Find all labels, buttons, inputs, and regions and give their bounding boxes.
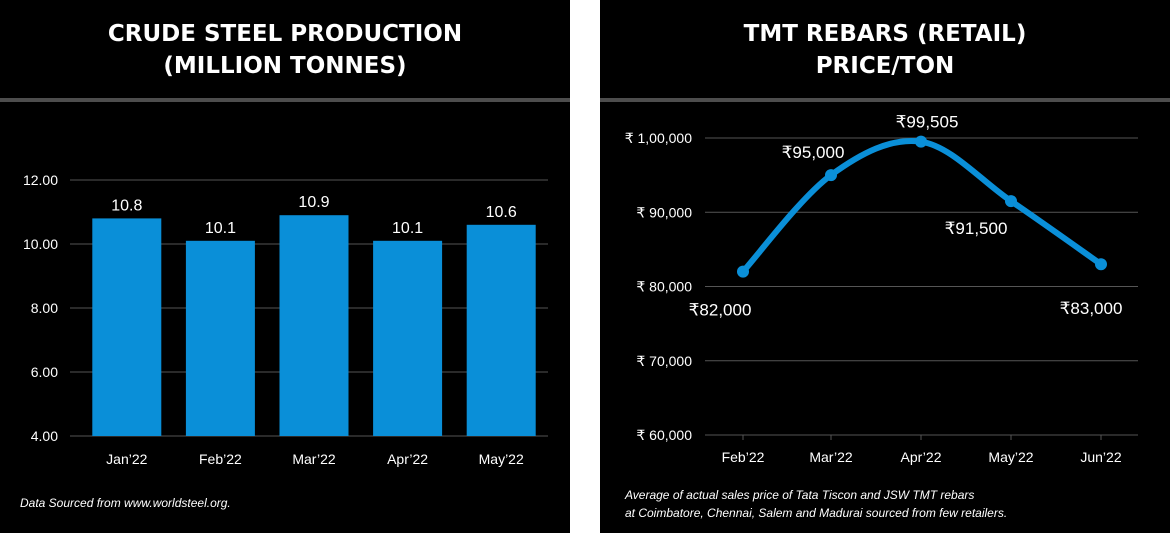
left-title-divider <box>0 98 570 102</box>
crude-steel-bar-chart: 4.00 6.00 8.00 10.00 12.00 10.8 Jan’22 10.1 Feb’… <box>23 172 548 467</box>
bar-data-label: 10.1 <box>392 220 423 237</box>
price-point-marker <box>1095 258 1107 271</box>
y-tick-label: 12.00 <box>23 172 58 188</box>
price-point-marker <box>915 135 927 148</box>
y-tick-label: 6.00 <box>31 364 58 380</box>
y-tick-label: ₹ 90,000 <box>636 204 692 220</box>
bar <box>466 224 536 436</box>
tmt-rebar-panel: TMT REBARS (RETAIL) PRICE/TON ₹ 60,000 ₹ … <box>600 0 1170 533</box>
price-data-label: ₹82,000 <box>689 301 752 320</box>
price-point-marker <box>1005 195 1017 208</box>
x-tick-label: May’22 <box>479 451 524 467</box>
price-data-label: ₹91,500 <box>945 219 1008 238</box>
x-tick-label: Feb’22 <box>199 451 242 467</box>
x-tick-label: Mar’22 <box>292 451 336 467</box>
tmt-rebar-title-line1: TMT REBARS (RETAIL) <box>743 21 1027 47</box>
tmt-rebar-title: TMT REBARS (RETAIL) PRICE/TON <box>600 18 1170 82</box>
x-tick-label: Jun’22 <box>1080 449 1121 465</box>
y-tick-label: ₹ 70,000 <box>636 353 692 369</box>
tmt-rebar-source-note: Average of actual sales price of Tata Ti… <box>625 486 1007 522</box>
x-tick-label: Mar’22 <box>809 449 853 465</box>
crude-steel-title-line2: (MILLION TONNES) <box>163 53 407 79</box>
price-point-marker <box>737 265 749 278</box>
tmt-rebar-note-line2: at Coimbatore, Chennai, Salem and Madura… <box>625 506 1008 520</box>
y-tick-label: ₹ 80,000 <box>636 279 692 295</box>
x-tick-label: Apr’22 <box>387 451 428 467</box>
crude-steel-source-note: Data Sourced from www.worldsteel.org. <box>20 496 231 510</box>
crude-steel-title-line1: CRUDE STEEL PRODUCTION <box>107 21 463 47</box>
crude-steel-title: CRUDE STEEL PRODUCTION (MILLION TONNES) <box>0 18 570 82</box>
crude-steel-panel: CRUDE STEEL PRODUCTION (MILLION TONNES) … <box>0 0 570 533</box>
tmt-rebar-line-chart: ₹ 60,000 ₹ 70,000 ₹ 80,000 ₹ 90,000 ₹ 1,00,0… <box>625 113 1138 465</box>
price-data-label: ₹83,000 <box>1060 299 1123 318</box>
bar-data-label: 10.8 <box>111 197 142 214</box>
x-tick-label: Jan’22 <box>106 451 147 467</box>
y-tick-label: 10.00 <box>23 236 58 252</box>
price-data-label: ₹95,000 <box>782 143 845 162</box>
bar <box>373 240 443 436</box>
x-tick-label: Feb’22 <box>722 449 765 465</box>
price-point-marker <box>825 169 837 182</box>
bar-data-label: 10.9 <box>298 194 329 211</box>
y-tick-label: 8.00 <box>31 300 58 316</box>
bar <box>279 215 349 436</box>
y-tick-label: ₹ 60,000 <box>636 427 692 443</box>
y-tick-label: 4.00 <box>31 428 58 444</box>
price-data-label: ₹99,505 <box>896 113 959 132</box>
right-title-divider <box>600 98 1170 102</box>
y-tick-label: ₹ 1,00,000 <box>625 130 693 146</box>
tmt-rebar-title-line2: PRICE/TON <box>815 53 955 79</box>
bar-data-label: 10.1 <box>205 220 236 237</box>
bar <box>185 240 255 436</box>
x-tick-label: Apr’22 <box>901 449 942 465</box>
x-tick-label: May’22 <box>988 449 1033 465</box>
bar <box>92 218 162 436</box>
bar-data-label: 10.6 <box>486 204 517 221</box>
tmt-rebar-note-line1: Average of actual sales price of Tata Ti… <box>625 488 975 502</box>
